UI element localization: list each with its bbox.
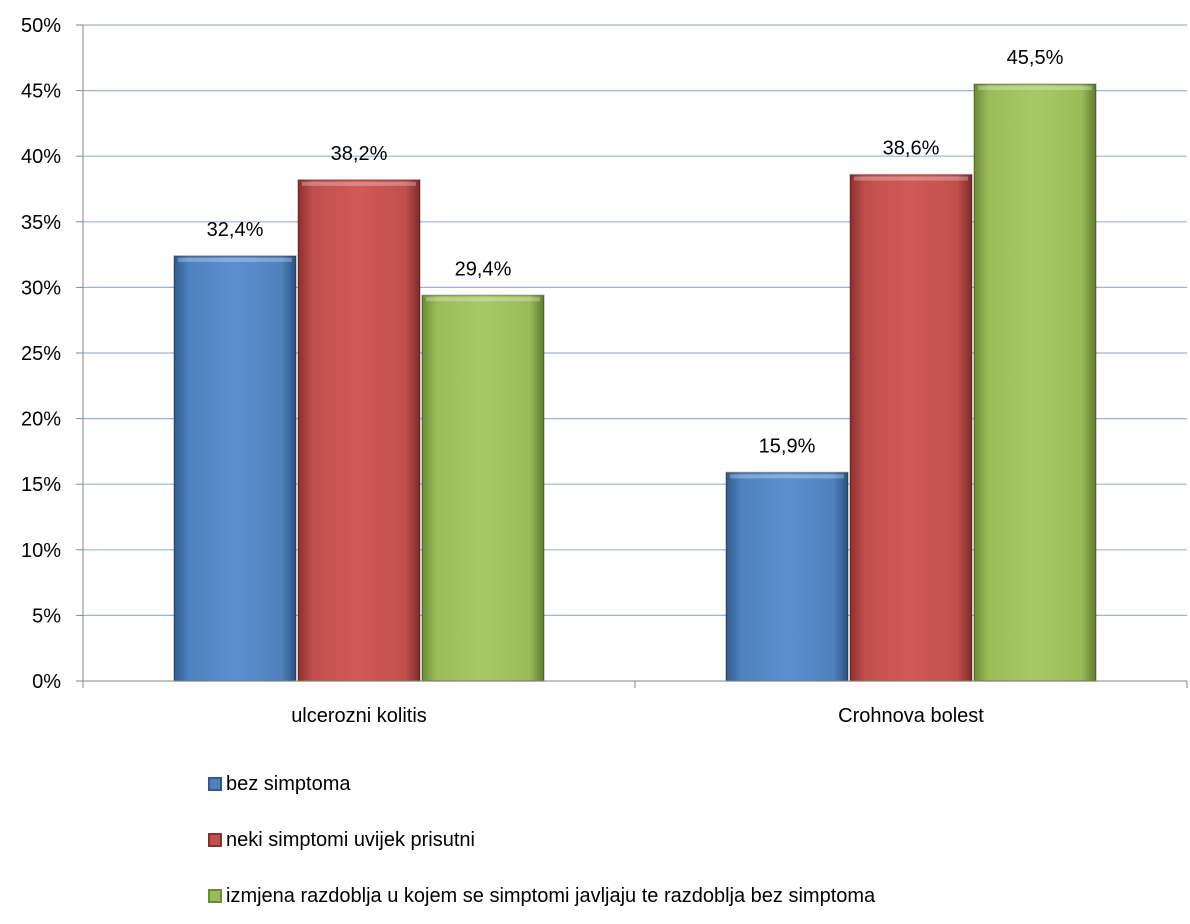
bar-ulcerozni-kolitis-0 [173,255,297,682]
legend: bez simptoma neki simptomi uvijek prisut… [208,756,875,924]
x-axis: ulcerozni kolitis Crohnova bolest [82,680,1188,727]
data-label: 29,4% [455,258,512,280]
bar-bevel [302,181,416,186]
bar-crohnova-bolest-2 [973,83,1097,682]
y-tick-label: 10% [21,540,61,562]
y-tick-label: 45% [21,81,61,103]
y-tick-label: 30% [21,277,61,299]
data-label: 45,5% [1007,47,1064,69]
data-label: 38,6% [883,138,940,160]
bar-fill [726,472,848,681]
legend-label: bez simptoma [226,772,351,795]
y-tick-label: 50% [21,15,61,37]
legend-label: izmjena razdoblja u kojem se simptomi ja… [226,884,876,907]
y-axis: 0% 5% 10% 15% 20% 25% 30% 35% 40% 45% 50% [21,15,84,693]
bar-chart: 0% 5% 10% 15% 20% 25% 30% 35% 40% 45% 50% 32,4% 38,… [21,15,1188,727]
data-label: 15,9% [759,435,816,457]
bar-bevel [854,176,968,181]
y-tick-label: 5% [32,605,61,627]
bar-crohnova-bolest-0 [725,471,849,682]
bar-ulcerozni-kolitis-2 [421,294,545,682]
legend-swatch-green [208,889,222,903]
x-category-label: ulcerozni kolitis [291,705,427,727]
data-label: 38,2% [331,143,388,165]
bar-fill [974,84,1096,682]
x-category-label: Crohnova bolest [838,705,984,727]
y-tick-label: 15% [21,474,61,496]
y-tick-label: 0% [32,671,61,693]
legend-item-bez-simptoma[interactable]: bez simptoma [208,756,875,812]
legend-swatch-red [208,833,222,847]
y-tick-label: 40% [21,146,61,168]
data-label: 32,4% [207,219,264,241]
bars [173,83,1097,682]
legend-swatch-blue [208,777,222,791]
bar-fill [850,174,972,681]
bar-fill [422,295,544,681]
bar-fill [298,179,420,682]
bar-bevel [426,297,540,302]
y-tick-label: 35% [21,212,61,234]
data-labels: 32,4% 38,2% 29,4% 15,9% 38,6% 45,5% [207,47,1064,457]
bar-crohnova-bolest-1 [849,173,973,682]
bar-bevel [178,257,292,262]
bar-fill [174,255,296,682]
bar-ulcerozni-kolitis-1 [297,179,421,682]
legend-item-neki-simptomi[interactable]: neki simptomi uvijek prisutni [208,812,875,868]
y-tick-label: 20% [21,409,61,431]
legend-item-izmjena-razdoblja[interactable]: izmjena razdoblja u kojem se simptomi ja… [208,868,875,924]
legend-label: neki simptomi uvijek prisutni [226,828,475,851]
bar-bevel [730,474,844,479]
bar-bevel [978,86,1092,91]
y-tick-label: 25% [21,343,61,365]
